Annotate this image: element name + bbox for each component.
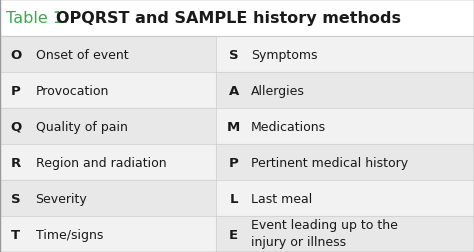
Text: P: P — [11, 84, 20, 98]
Bar — [216, 73, 474, 109]
Text: M: M — [227, 120, 240, 133]
Bar — [0, 109, 216, 145]
Text: S: S — [229, 49, 238, 62]
Text: R: R — [10, 156, 21, 169]
Bar — [216, 37, 474, 73]
Bar — [216, 180, 474, 216]
Bar — [216, 109, 474, 145]
Text: Medications: Medications — [251, 120, 326, 133]
Text: S: S — [11, 192, 20, 205]
Text: P: P — [229, 156, 238, 169]
Text: A: A — [228, 84, 239, 98]
Bar — [0, 145, 216, 180]
Text: Provocation: Provocation — [36, 84, 109, 98]
Text: Pertinent medical history: Pertinent medical history — [251, 156, 408, 169]
Text: Q: Q — [10, 120, 21, 133]
Text: Onset of event: Onset of event — [36, 49, 128, 62]
Text: Time/signs: Time/signs — [36, 228, 103, 241]
Bar — [0, 0, 474, 37]
Bar — [0, 216, 216, 252]
Text: O: O — [10, 49, 21, 62]
Text: Event leading up to the
injury or illness: Event leading up to the injury or illnes… — [251, 218, 398, 247]
Text: Allergies: Allergies — [251, 84, 305, 98]
Bar — [0, 73, 216, 109]
Text: Quality of pain: Quality of pain — [36, 120, 128, 133]
Bar — [216, 216, 474, 252]
Text: Last meal: Last meal — [251, 192, 312, 205]
Text: L: L — [229, 192, 238, 205]
Text: E: E — [229, 228, 238, 241]
Bar — [0, 37, 216, 73]
Text: Severity: Severity — [36, 192, 87, 205]
Text: Region and radiation: Region and radiation — [36, 156, 166, 169]
Text: T: T — [11, 228, 20, 241]
Text: Table 1:: Table 1: — [6, 11, 73, 26]
Text: Symptoms: Symptoms — [251, 49, 318, 62]
Bar — [0, 180, 216, 216]
Text: OPQRST and SAMPLE history methods: OPQRST and SAMPLE history methods — [56, 11, 401, 26]
Bar — [216, 145, 474, 180]
